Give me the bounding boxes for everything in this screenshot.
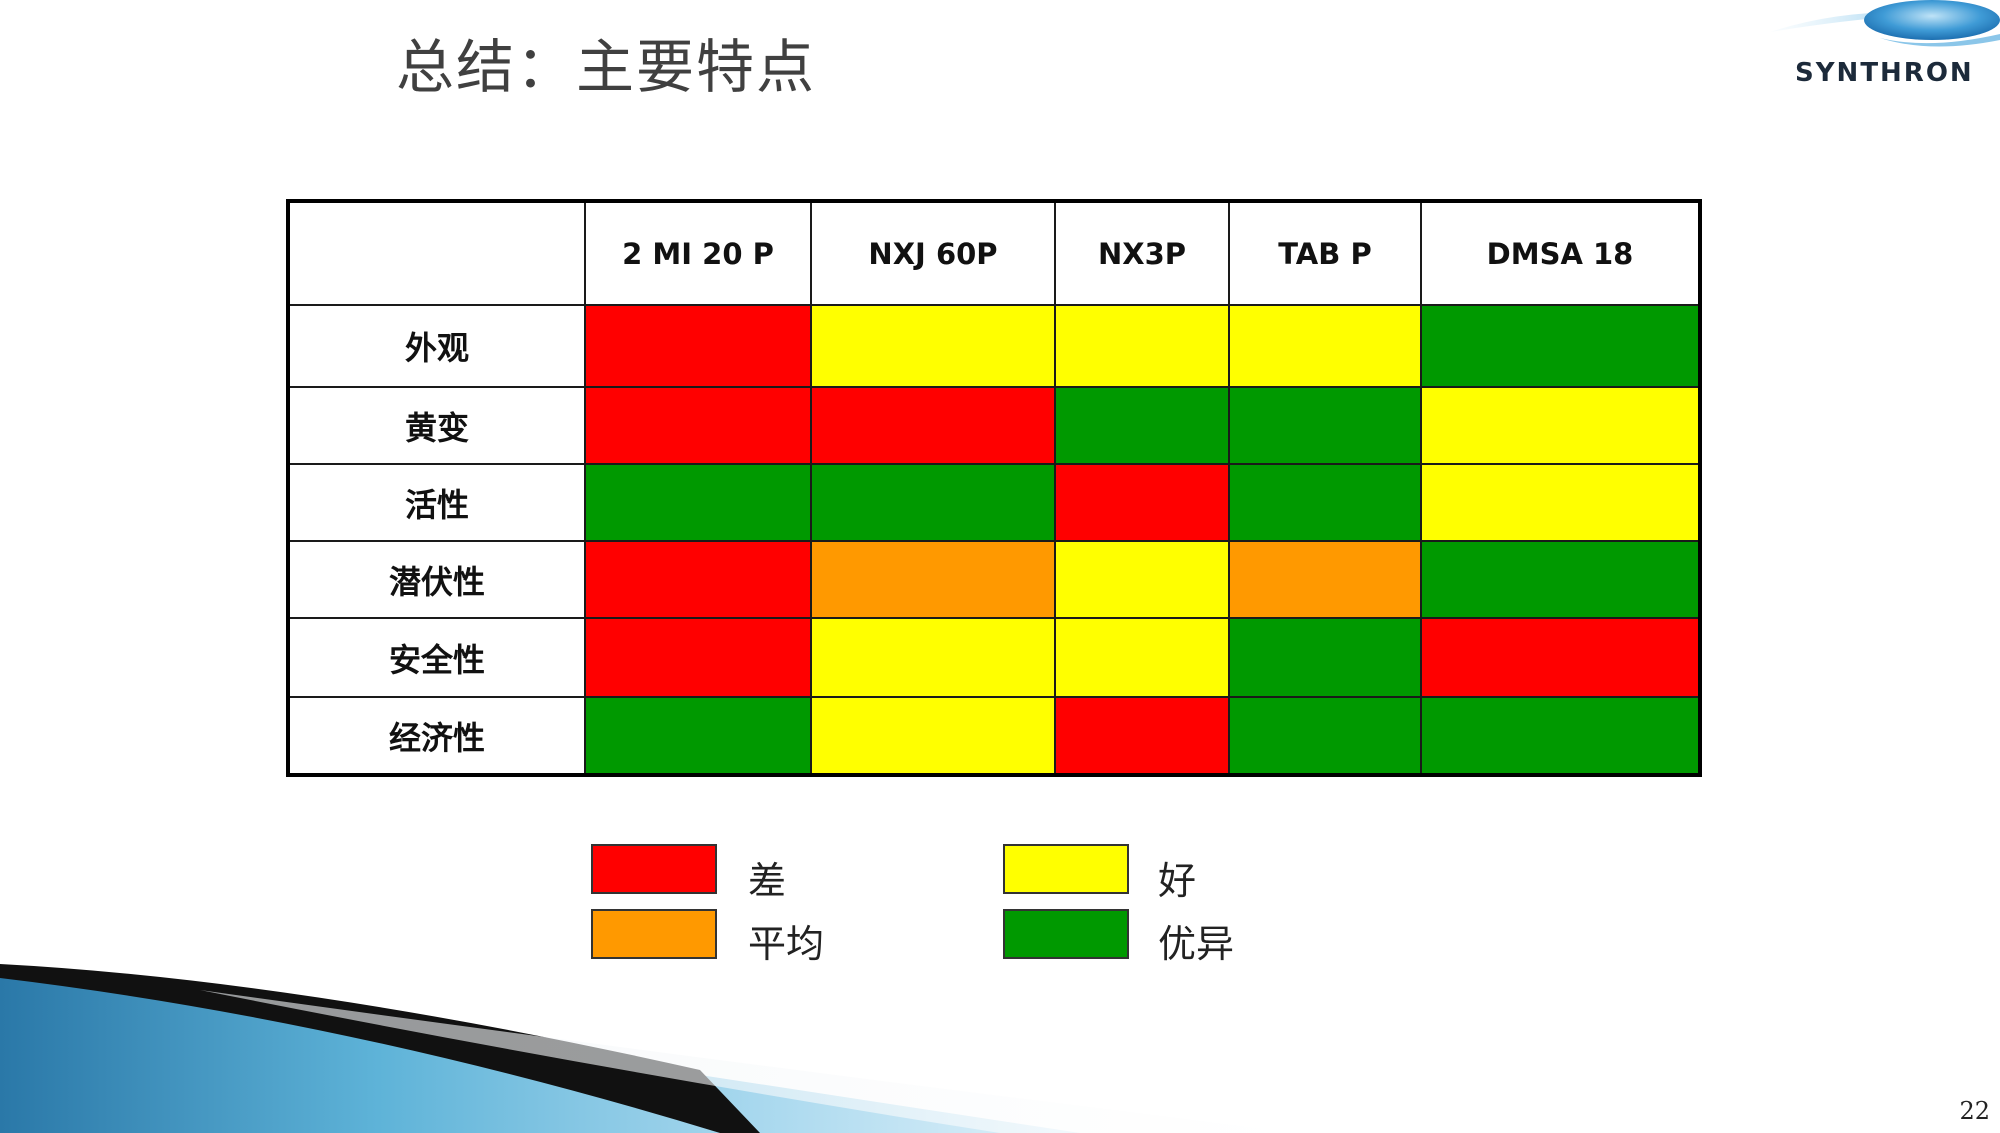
rating-cell xyxy=(810,617,1056,698)
rating-cell xyxy=(1054,386,1230,465)
rating-cell xyxy=(1054,304,1230,388)
legend-swatch-average xyxy=(591,909,717,959)
rating-cell xyxy=(584,386,812,465)
legend-swatch-excellent xyxy=(1003,909,1129,959)
page-number: 22 xyxy=(1959,1097,1990,1125)
rating-cell xyxy=(584,696,812,776)
rating-cell xyxy=(1228,463,1422,542)
column-header: TAB P xyxy=(1228,200,1422,306)
table-row: 黄变 xyxy=(287,386,1701,465)
rating-cell xyxy=(1228,696,1422,776)
rating-cell xyxy=(810,463,1056,542)
rating-cell xyxy=(1054,696,1230,776)
rating-cell xyxy=(1420,540,1701,619)
legend-label-average: 平均 xyxy=(748,922,825,966)
logo-text: SYNTHRON xyxy=(1795,58,1974,88)
column-header: NXJ 60P xyxy=(810,200,1056,306)
table-row: 安全性 xyxy=(287,617,1701,698)
row-label: 活性 xyxy=(287,463,586,542)
legend-swatch-poor xyxy=(591,844,717,894)
rating-cell xyxy=(1054,540,1230,619)
rating-cell xyxy=(1420,304,1701,388)
row-label: 安全性 xyxy=(287,617,586,698)
legend-label-excellent: 优异 xyxy=(1158,922,1235,966)
rating-cell xyxy=(584,540,812,619)
rating-cell xyxy=(1228,617,1422,698)
column-header-empty xyxy=(287,200,586,306)
row-label: 经济性 xyxy=(287,696,586,776)
legend-swatch-good xyxy=(1003,844,1129,894)
row-label: 外观 xyxy=(287,304,586,388)
rating-cell xyxy=(1228,540,1422,619)
rating-cell xyxy=(1420,696,1701,776)
rating-cell xyxy=(1228,304,1422,388)
column-header: NX3P xyxy=(1054,200,1230,306)
rating-cell xyxy=(810,304,1056,388)
comparison-table: 2 MI 20 P NXJ 60P NX3P TAB P DMSA 18 外观 … xyxy=(286,199,1702,777)
rating-cell xyxy=(584,304,812,388)
column-header: 2 MI 20 P xyxy=(584,200,812,306)
rating-cell xyxy=(584,463,812,542)
rating-cell xyxy=(810,696,1056,776)
synthron-logo: SYNTHRON xyxy=(1760,0,2000,100)
rating-cell xyxy=(1420,386,1701,465)
rating-cell xyxy=(810,386,1056,465)
table-header-row: 2 MI 20 P NXJ 60P NX3P TAB P DMSA 18 xyxy=(287,200,1701,306)
row-label: 潜伏性 xyxy=(287,540,586,619)
rating-cell xyxy=(584,617,812,698)
table-row: 经济性 xyxy=(287,696,1701,776)
table-row: 活性 xyxy=(287,463,1701,542)
rating-cell xyxy=(1420,617,1701,698)
slide-title: 总结：主要特点 xyxy=(396,33,817,101)
bottom-wave-decoration xyxy=(0,964,1300,1133)
rating-cell xyxy=(1228,386,1422,465)
rating-cell xyxy=(1054,617,1230,698)
row-label: 黄变 xyxy=(287,386,586,465)
rating-cell xyxy=(810,540,1056,619)
legend-label-good: 好 xyxy=(1158,859,1197,903)
swoosh-globe-logo-icon xyxy=(1770,0,2000,47)
rating-cell xyxy=(1054,463,1230,542)
legend-label-poor: 差 xyxy=(748,859,787,903)
table-row: 潜伏性 xyxy=(287,540,1701,619)
table-row: 外观 xyxy=(287,304,1701,388)
rating-cell xyxy=(1420,463,1701,542)
column-header: DMSA 18 xyxy=(1420,200,1701,306)
